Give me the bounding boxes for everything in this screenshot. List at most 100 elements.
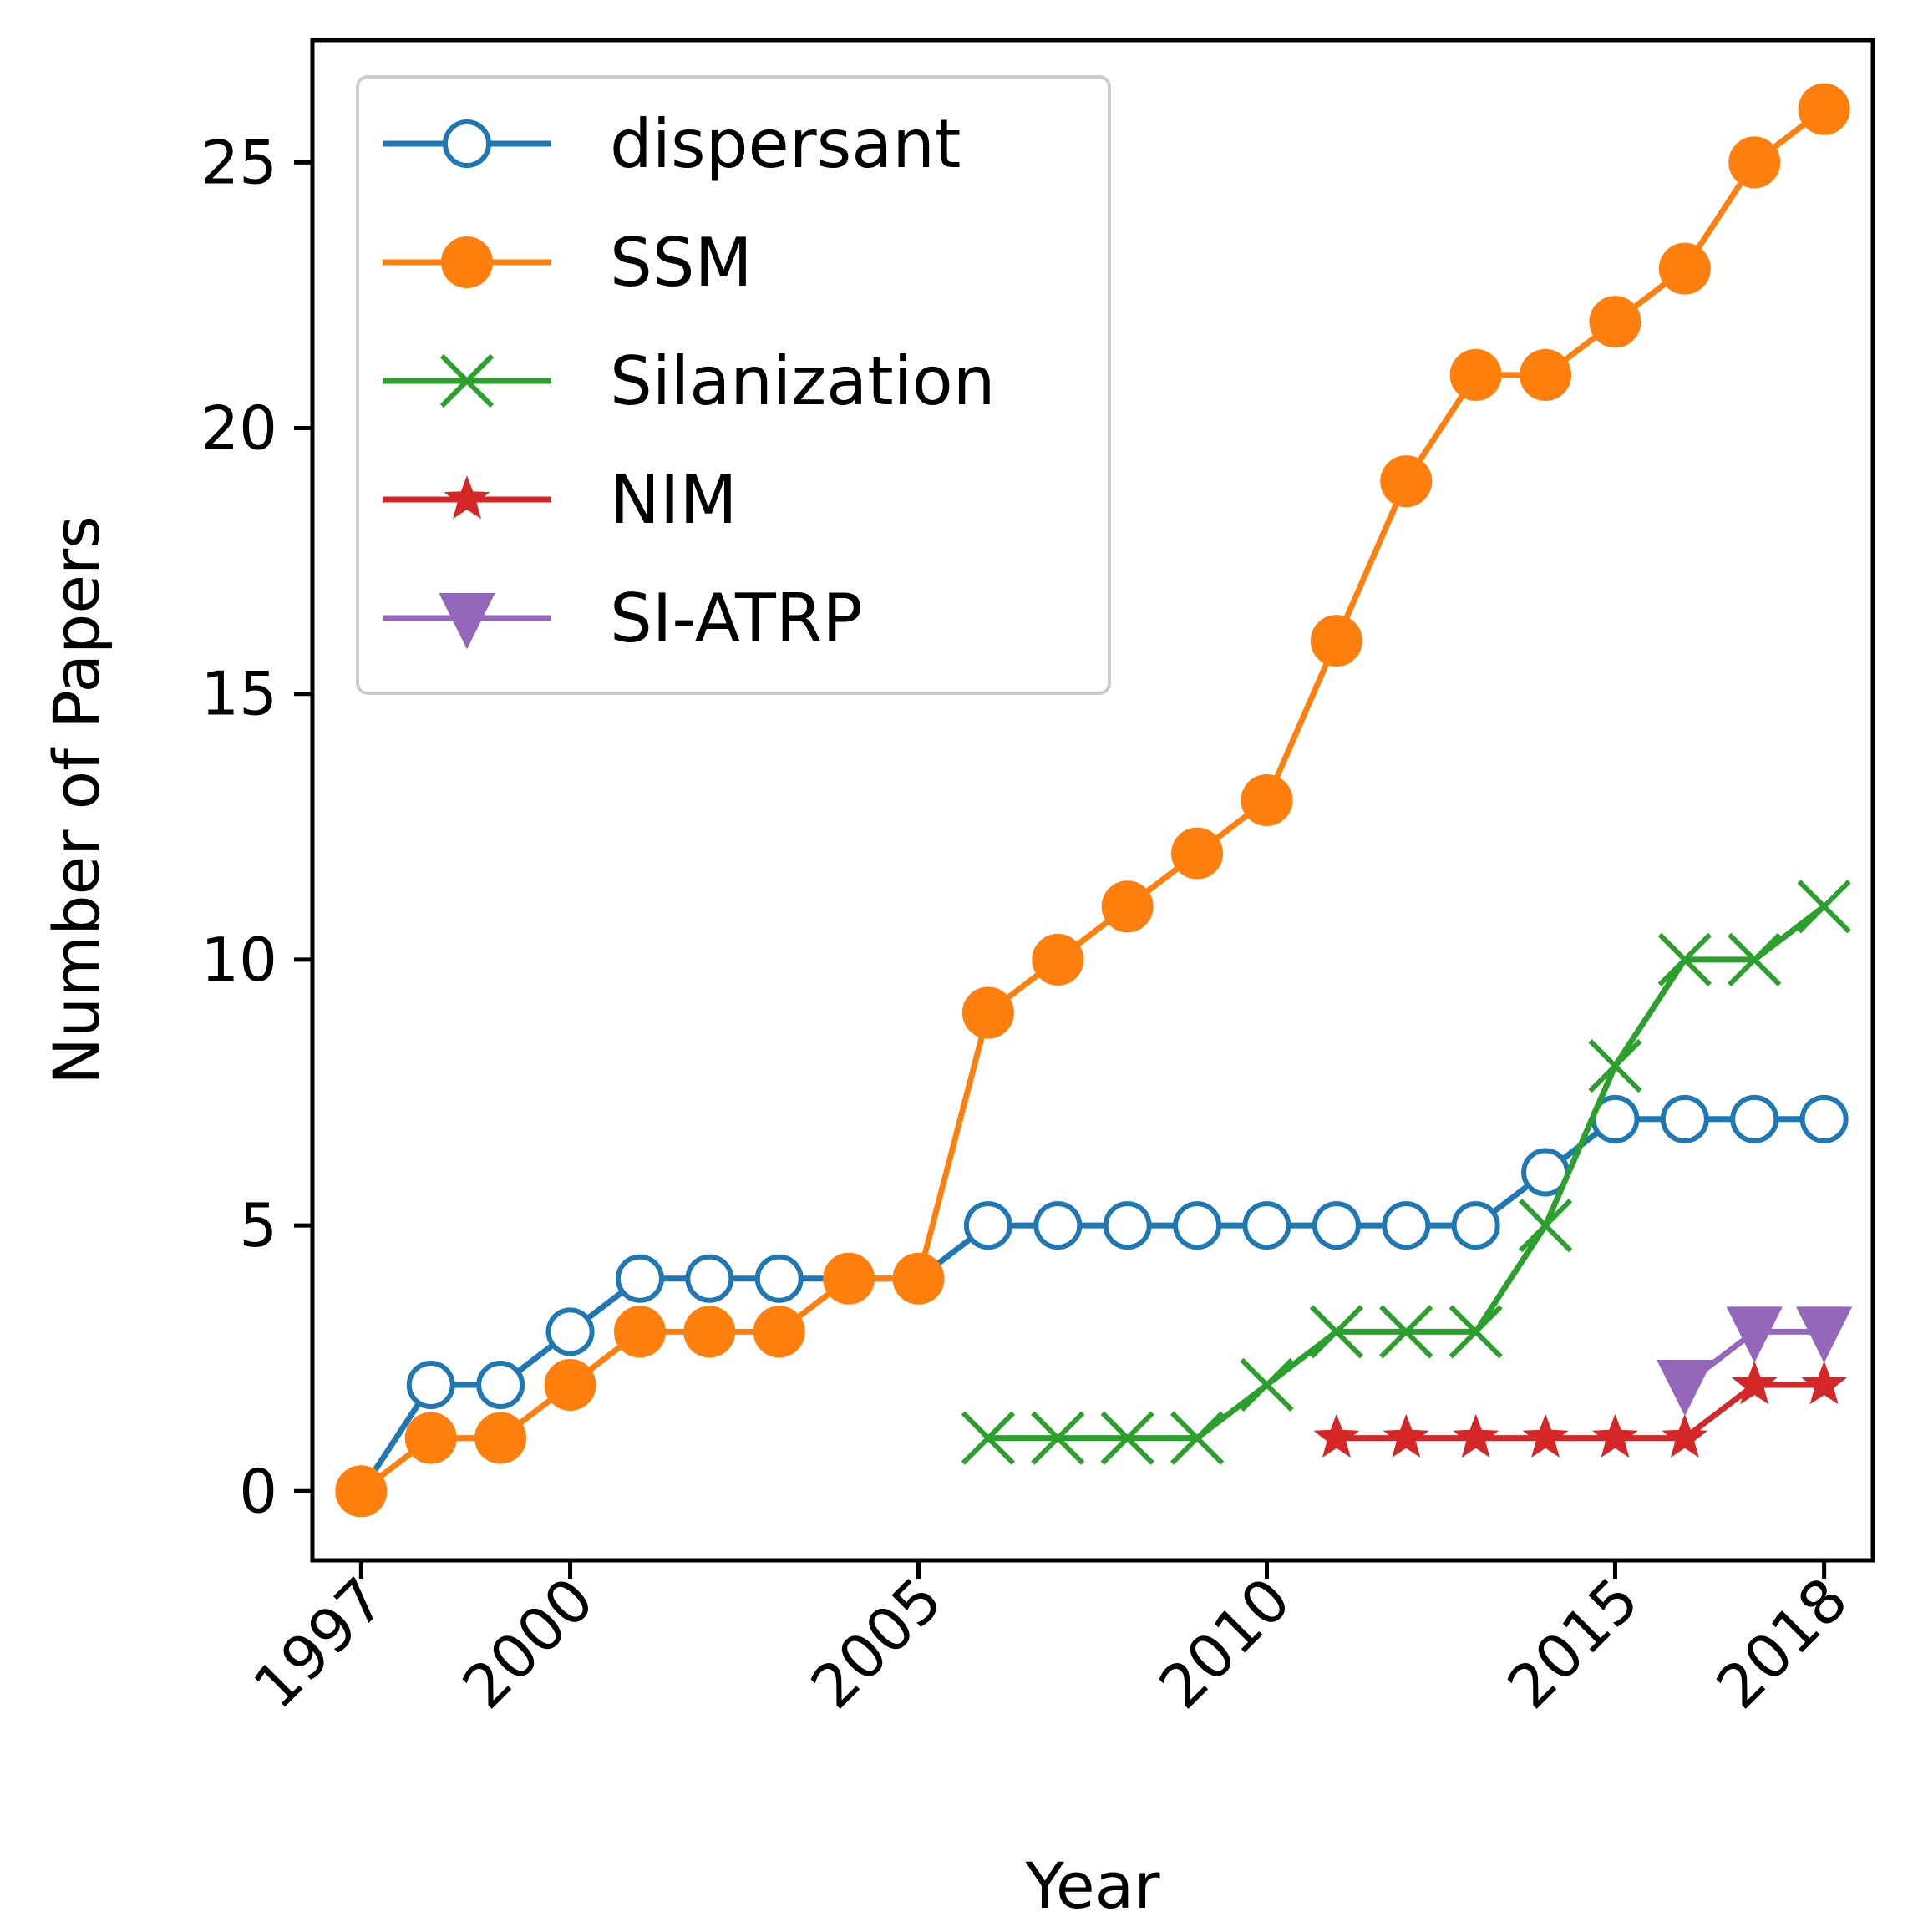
y-tick-label: 5 <box>239 1190 277 1260</box>
legend-item-si-atrp: SI-ATRP <box>383 580 863 657</box>
plot-area <box>335 83 1853 1518</box>
data-point-silanization <box>1449 1305 1503 1359</box>
data-point-silanization <box>961 1411 1016 1465</box>
x-tick-label: 2010 <box>1146 1564 1304 1722</box>
legend-marker-ssm <box>441 236 493 288</box>
series-nim <box>1313 1361 1848 1458</box>
data-point-ssm <box>335 1465 388 1518</box>
data-point-nim <box>1662 1413 1708 1458</box>
data-point-ssm <box>1171 827 1224 880</box>
y-tick-label: 20 <box>200 393 277 464</box>
y-axis-label: Number of Papers <box>39 515 114 1085</box>
legend-item-nim: NIM <box>383 461 737 539</box>
x-tick-label: 2000 <box>449 1564 607 1722</box>
data-point-dispersant <box>1173 1201 1222 1250</box>
series-line-ssm <box>358 106 1828 1494</box>
legend-marker-si-atrp <box>439 593 495 650</box>
data-point-ssm <box>1380 455 1433 508</box>
x-tick-label: 2005 <box>798 1564 956 1722</box>
series-si-atrp <box>1657 1306 1853 1417</box>
data-point-ssm <box>474 1412 527 1464</box>
data-point-dispersant <box>1382 1201 1431 1250</box>
data-point-ssm <box>1589 296 1641 348</box>
data-point-ssm <box>1241 774 1293 826</box>
data-point-dispersant <box>1242 1201 1291 1250</box>
data-point-silanization <box>1309 1305 1364 1359</box>
data-point-dispersant <box>406 1361 455 1409</box>
data-point-dispersant <box>545 1307 595 1356</box>
legend: dispersant SSM Silanization NIM SI-ATRP <box>356 75 1111 695</box>
data-point-silanization <box>1518 1198 1573 1253</box>
series-line-silanization <box>985 903 1828 1442</box>
data-point-ssm <box>613 1306 666 1358</box>
data-point-ssm <box>1449 348 1502 401</box>
data-point-dispersant <box>1660 1094 1709 1143</box>
data-point-nim <box>1522 1413 1569 1458</box>
data-point-silanization <box>1170 1411 1225 1465</box>
data-point-ssm <box>1101 880 1154 933</box>
y-tick-label: 0 <box>239 1456 277 1526</box>
legend-item-silanization: Silanization <box>383 342 995 420</box>
data-point-ssm <box>1658 242 1711 295</box>
data-point-silanization <box>1588 1039 1642 1093</box>
data-point-dispersant <box>1451 1201 1500 1250</box>
data-point-silanization <box>1797 880 1851 934</box>
legend-label: NIM <box>610 461 737 539</box>
data-point-si-atrp <box>1796 1306 1853 1363</box>
y-tick-label: 15 <box>200 659 277 729</box>
series-silanization <box>961 880 1851 1465</box>
legend-marker-silanization <box>439 353 495 408</box>
data-point-ssm <box>404 1412 457 1464</box>
data-point-ssm <box>1032 933 1084 986</box>
legend-marker-dispersant <box>443 119 491 168</box>
data-point-ssm <box>1310 615 1362 667</box>
data-point-dispersant <box>1103 1201 1152 1250</box>
data-point-ssm <box>823 1252 875 1305</box>
series-ssm <box>335 83 1850 1518</box>
data-point-dispersant <box>615 1254 664 1303</box>
data-point-ssm <box>962 986 1014 1039</box>
data-point-si-atrp <box>1657 1360 1713 1417</box>
data-point-dispersant <box>1799 1094 1849 1143</box>
y-tick-label: 10 <box>200 925 277 995</box>
data-point-silanization <box>1379 1305 1433 1359</box>
x-axis-label: Year <box>1025 1848 1161 1923</box>
data-point-dispersant <box>685 1254 734 1303</box>
data-point-si-atrp <box>1726 1306 1783 1363</box>
data-point-nim <box>1453 1413 1499 1458</box>
data-point-ssm <box>892 1252 945 1305</box>
x-tick-label: 1997 <box>240 1564 398 1722</box>
data-point-nim <box>1801 1361 1848 1405</box>
plot-frame <box>310 38 1875 1563</box>
data-point-nim <box>1731 1361 1778 1405</box>
legend-label: SI-ATRP <box>610 580 863 657</box>
legend-item-ssm: SSM <box>383 224 753 302</box>
data-point-dispersant <box>476 1361 525 1409</box>
data-point-ssm <box>1728 136 1781 189</box>
data-point-dispersant <box>1730 1094 1779 1143</box>
data-point-dispersant <box>1033 1201 1083 1250</box>
data-point-silanization <box>1240 1357 1294 1412</box>
legend-box <box>356 75 1111 695</box>
legend-item-dispersant: dispersant <box>383 105 961 183</box>
data-point-nim <box>1383 1413 1429 1458</box>
data-point-ssm <box>753 1306 805 1358</box>
x-tick-label: 2015 <box>1494 1564 1652 1722</box>
data-point-dispersant <box>963 1201 1012 1250</box>
data-point-ssm <box>544 1359 596 1411</box>
data-point-ssm <box>1798 83 1850 135</box>
data-point-dispersant <box>754 1254 804 1303</box>
data-point-silanization <box>1031 1411 1085 1465</box>
legend-label: Silanization <box>610 342 995 420</box>
data-point-nim <box>1313 1413 1360 1458</box>
x-tick-label: 2018 <box>1703 1564 1861 1722</box>
data-point-ssm <box>683 1306 736 1358</box>
y-tick-label: 25 <box>200 127 277 197</box>
legend-marker-nim <box>444 475 490 520</box>
data-point-silanization <box>1657 932 1712 987</box>
data-point-silanization <box>1728 932 1782 987</box>
data-point-ssm <box>1520 348 1572 401</box>
data-point-nim <box>1591 1413 1638 1458</box>
legend-label: SSM <box>610 224 753 302</box>
